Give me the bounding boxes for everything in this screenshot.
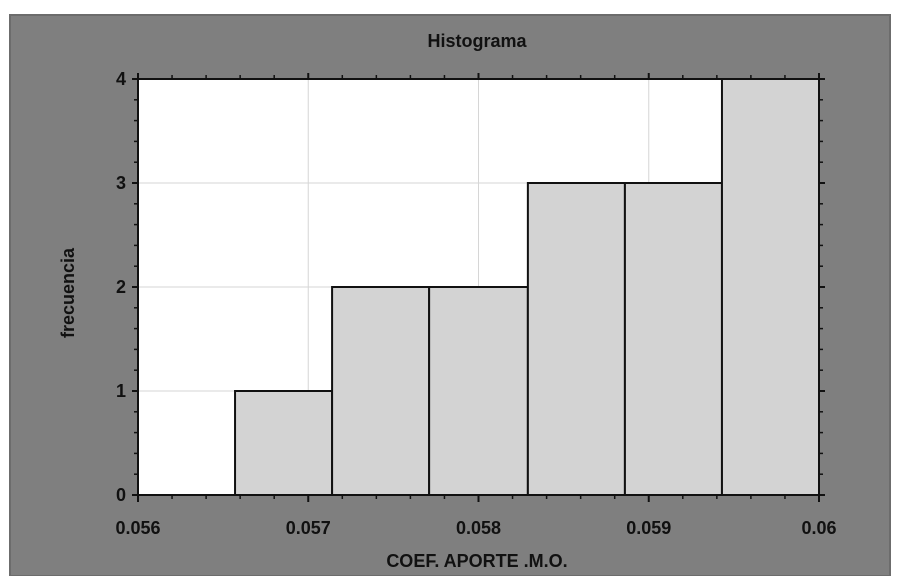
x-tick-label: 0.06 bbox=[801, 518, 836, 538]
histogram-bars bbox=[234, 78, 821, 496]
tick-labels: 0.056 0.057 0.058 0.059 0.06 0 1 2 3 4 bbox=[115, 69, 836, 538]
chart-title: Histograma bbox=[427, 31, 527, 51]
histogram-bar bbox=[428, 286, 529, 496]
x-tick-label: 0.059 bbox=[626, 518, 671, 538]
y-tick-label: 2 bbox=[116, 277, 126, 297]
y-axis-label: frecuencia bbox=[58, 247, 78, 338]
histogram-bar bbox=[623, 182, 723, 496]
y-tick-label: 3 bbox=[116, 173, 126, 193]
histogram-bar bbox=[526, 182, 626, 496]
x-tick-label: 0.058 bbox=[456, 518, 501, 538]
y-tick-label: 0 bbox=[116, 485, 126, 505]
histogram-bar bbox=[720, 78, 821, 496]
tick-marks bbox=[132, 73, 825, 502]
y-tick-label: 1 bbox=[116, 381, 126, 401]
histogram-bar bbox=[234, 390, 334, 496]
x-axis-label: COEF. APORTE .M.O. bbox=[386, 551, 567, 571]
x-tick-label: 0.056 bbox=[115, 518, 160, 538]
x-tick-label: 0.057 bbox=[286, 518, 331, 538]
y-tick-label: 4 bbox=[116, 69, 126, 89]
histogram-bar bbox=[331, 286, 431, 496]
